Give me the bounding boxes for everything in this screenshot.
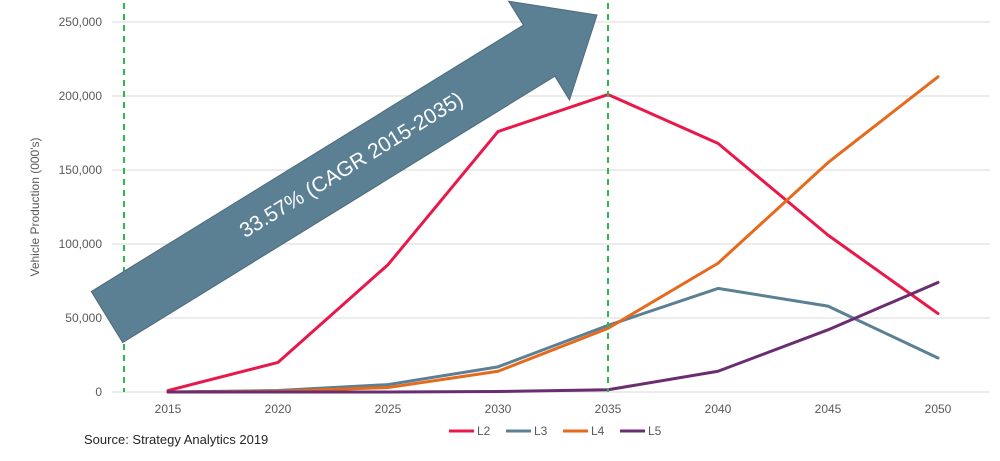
legend-label-l4: L4 bbox=[591, 424, 605, 438]
series-lines bbox=[166, 75, 940, 394]
legend: L2 L3 L4 L5 bbox=[449, 424, 662, 438]
legend-label-l5: L5 bbox=[648, 424, 662, 438]
series-line-l3 bbox=[166, 286, 940, 394]
source-note: Source: Strategy Analytics 2019 bbox=[84, 432, 269, 447]
x-axis-ticks: 2015 2020 2025 2030 2035 2040 2045 2050 bbox=[155, 402, 952, 416]
y-tick-label: 0 bbox=[95, 385, 102, 399]
y-tick-label: 200,000 bbox=[59, 89, 103, 103]
x-tick-label: 2040 bbox=[705, 402, 732, 416]
cagr-arrow: 33.57% (CAGR 2015-2035) bbox=[90, 0, 598, 344]
x-tick-label: 2035 bbox=[595, 402, 622, 416]
legend-label-l2: L2 bbox=[477, 424, 491, 438]
x-tick-label: 2020 bbox=[265, 402, 292, 416]
y-tick-label: 50,000 bbox=[65, 311, 102, 325]
x-tick-label: 2015 bbox=[155, 402, 182, 416]
x-tick-label: 2045 bbox=[815, 402, 842, 416]
x-tick-label: 2030 bbox=[485, 402, 512, 416]
y-tick-label: 150,000 bbox=[59, 163, 103, 177]
y-tick-label: 250,000 bbox=[59, 15, 103, 29]
y-axis-ticks: 0 50,000 100,000 150,000 200,000 250,000 bbox=[59, 15, 103, 399]
series-line-l5 bbox=[166, 280, 940, 394]
y-axis-label: Vehicle Production (000's) bbox=[28, 137, 42, 276]
cagr-arrow-shape bbox=[90, 0, 598, 344]
series-line-l2 bbox=[166, 93, 940, 393]
x-tick-label: 2025 bbox=[375, 402, 402, 416]
y-tick-label: 100,000 bbox=[59, 237, 103, 251]
legend-label-l3: L3 bbox=[534, 424, 548, 438]
x-tick-label: 2050 bbox=[925, 402, 952, 416]
cagr-annotation: 33.57% (CAGR 2015-2035) bbox=[236, 88, 468, 243]
